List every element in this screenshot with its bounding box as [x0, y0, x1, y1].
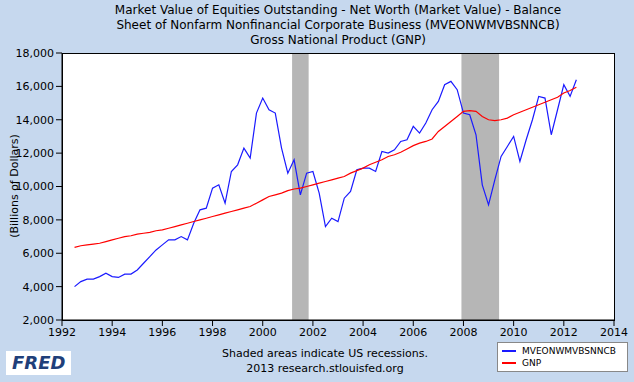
svg-text:4,000: 4,000	[23, 281, 55, 294]
svg-text:2004: 2004	[349, 326, 377, 339]
svg-text:2012: 2012	[550, 326, 578, 339]
html-text:Gross National Product (GNP): Gross National Product (GNP)	[250, 33, 426, 47]
html-text:2013 research.stlouisfed.org: 2013 research.stlouisfed.org	[246, 362, 404, 375]
svg-text:2008: 2008	[449, 326, 477, 339]
html-text:Market Value of Equities Outst: Market Value of Equities Outstanding - N…	[114, 3, 562, 17]
svg-text:8,000: 8,000	[23, 214, 55, 227]
svg-text:1992: 1992	[48, 326, 76, 339]
svg-text:10,000: 10,000	[16, 180, 55, 193]
svg-text:16,000: 16,000	[16, 80, 55, 93]
html-text:Shaded areas indicate US reces: Shaded areas indicate US recessions.	[222, 347, 428, 360]
html-text:GNP: GNP	[522, 358, 542, 368]
svg-text:1996: 1996	[148, 326, 176, 339]
svg-text:18,000: 18,000	[16, 47, 55, 60]
html-text:Sheet of Nonfarm Nonfinancial: Sheet of Nonfarm Nonfinancial Corporate …	[116, 18, 560, 32]
svg-text:2014: 2014	[600, 326, 626, 339]
html-text:FRED: FRED	[12, 352, 66, 373]
svg-text:2,000: 2,000	[23, 314, 55, 327]
svg-text:2006: 2006	[399, 326, 427, 339]
svg-text:6,000: 6,000	[23, 247, 55, 260]
svg-text:14,000: 14,000	[16, 114, 55, 127]
svg-text:2000: 2000	[249, 326, 277, 339]
svg-text:12,000: 12,000	[16, 147, 55, 160]
html-text:(Billions of Dollars): (Billions of Dollars)	[7, 134, 21, 238]
svg-text:2010: 2010	[500, 326, 528, 339]
svg-text:1998: 1998	[199, 326, 227, 339]
html-text:MVEONWMVBSNNCB: MVEONWMVBSNNCB	[522, 346, 616, 356]
svg-text:2002: 2002	[299, 326, 327, 339]
svg-text:1994: 1994	[98, 326, 126, 339]
